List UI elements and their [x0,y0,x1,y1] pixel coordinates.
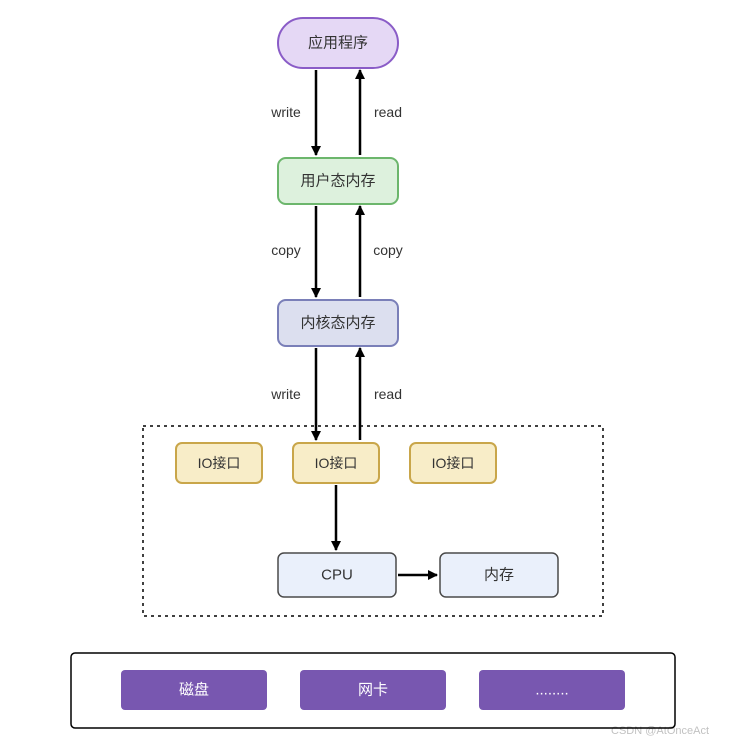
kernel-io-down-label: write [270,386,301,402]
app-label: 应用程序 [308,34,368,52]
mem-label: 内存 [484,567,514,584]
kernel_mem-label: 内核态内存 [300,315,375,332]
disk-label: 磁盘 [179,681,209,699]
cpu-label: CPU [321,567,353,584]
diagram-canvas: 应用程序用户态内存内核态内存 IO接口 IO接口 IO接口 CPU 内存磁盘 网卡.....… [0,0,749,745]
io3-label: IO接口 [432,455,475,471]
kernel-usermem-up-label: copy [373,242,403,258]
io1-label: IO接口 [198,455,241,471]
usermem-app-up-label: read [374,104,402,120]
etc-label: ........ [535,682,568,699]
usermem-kernel-down-label: copy [271,242,301,258]
io-kernel-up-label: read [374,386,402,402]
watermark-text: CSDN @AtOnceAct [611,725,709,737]
nic-label: 网卡 [358,682,388,699]
user_mem-label: 用户态内存 [300,173,375,190]
io2-label: IO接口 [315,455,358,471]
app-usermem-down-label: write [270,104,301,120]
